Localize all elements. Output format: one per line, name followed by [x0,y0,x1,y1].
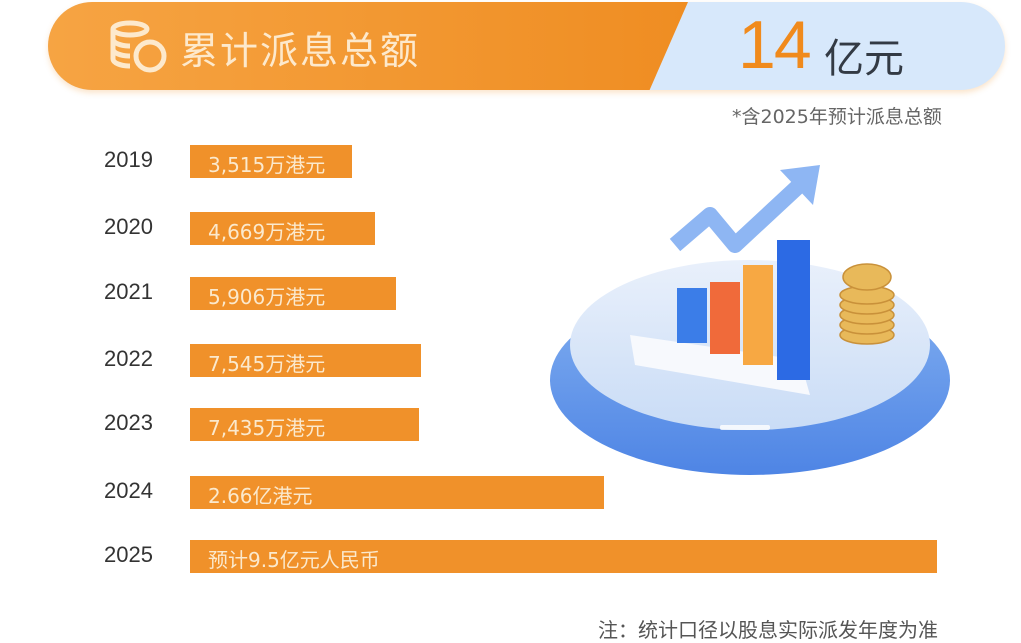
year-label: 2022 [104,346,153,371]
year-label: 2021 [104,279,153,304]
bar-2023: 7,435万港元 [190,408,420,441]
total-value: 14 [738,7,812,83]
bar-2021: 5,906万港元 [190,277,397,310]
total-note: *含2025年预计派息总额 [732,106,942,128]
bar-value-label: 7,435万港元 [208,416,326,440]
bar-value-label: 预计9.5亿元人民币 [208,548,380,572]
coin-stack [839,263,895,345]
bar-value-label: 3,515万港元 [208,153,326,177]
year-label: 2024 [104,478,153,503]
rising-chart-illustration [550,165,950,475]
coins-icon [110,20,167,73]
header-banner: 累计派息总额 14 亿元 [48,2,1005,90]
bar-2019: 3,515万港元 [190,145,352,178]
bar-2024: 2.66亿港元 [190,476,605,509]
footer-note: 注：统计口径以股息实际派发年度为准 [598,618,938,642]
trend-arrow [669,174,811,253]
illus-bar-4 [777,240,810,380]
bar-value-label: 4,669万港元 [208,220,326,244]
bar-2025: 预计9.5亿元人民币 [190,540,937,573]
total-unit: 亿元 [824,36,904,82]
bar-2022: 7,545万港元 [190,344,421,377]
bar-value-label: 7,545万港元 [208,352,326,376]
banner-title: 累计派息总额 [180,29,421,73]
banner-title-panel [48,2,688,90]
illus-bar-3 [743,265,773,365]
illus-bar-1 [677,288,707,343]
year-label: 2019 [104,147,153,172]
bar-value-label: 2.66亿港元 [208,484,313,508]
illus-bar-2 [710,282,740,354]
year-label: 2023 [104,410,153,435]
bar-value-label: 5,906万港元 [208,285,326,309]
year-label: 2025 [104,542,153,567]
year-label: 2020 [104,214,153,239]
bar-2020: 4,669万港元 [190,212,375,245]
